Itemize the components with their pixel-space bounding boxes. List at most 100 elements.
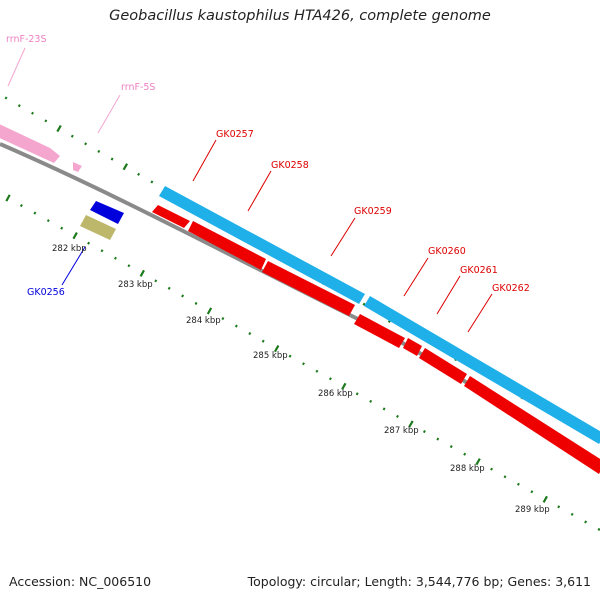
major-tick [206, 307, 213, 315]
cds-gk0260-feature [354, 314, 405, 348]
minor-tick [84, 142, 88, 146]
minor-tick [557, 505, 561, 509]
khaki-feature [80, 215, 116, 240]
rrna-5s-leader [97, 94, 121, 134]
minor-tick [234, 324, 238, 328]
minor-tick [70, 134, 74, 138]
gk0257-leader [192, 139, 217, 182]
minor-tick [288, 354, 292, 358]
minor-tick [97, 149, 101, 153]
tick-label-282: 282 kbp [52, 244, 87, 254]
minor-tick [31, 111, 34, 115]
map-title: Geobacillus kaustophilus HTA426, complet… [109, 8, 491, 24]
minor-tick [584, 520, 588, 524]
major-tick [139, 269, 145, 277]
minor-tick [46, 219, 50, 223]
minor-tick [315, 369, 319, 373]
rrna-5s-label: rrnF-5S [121, 82, 155, 93]
cds-gk0260-gk0262-feature [364, 296, 600, 444]
minor-tick [17, 104, 21, 108]
gene-gk0256-feature [90, 201, 124, 224]
minor-tick [110, 157, 114, 161]
minor-tick [362, 302, 366, 306]
minor-tick [503, 475, 507, 479]
gk0261-label: GK0261 [460, 265, 498, 276]
minor-tick [194, 301, 198, 305]
cds-gk0262a-feature [419, 348, 467, 384]
minor-tick [137, 172, 141, 176]
genome-summary-text: Topology: circular; Length: 3,544,776 bp… [247, 574, 591, 589]
minor-tick [328, 377, 332, 381]
major-tick [56, 124, 62, 133]
minor-tick [221, 317, 225, 321]
major-tick [542, 495, 548, 503]
minor-tick [114, 256, 117, 260]
minor-tick [302, 362, 305, 366]
genome-backbone-line [0, 142, 600, 472]
major-tick [5, 194, 11, 202]
cds-gk0257-gk0259-feature [159, 186, 365, 304]
major-tick [72, 232, 78, 240]
minor-tick [248, 332, 252, 336]
minor-tick [422, 430, 426, 434]
major-tick [341, 382, 347, 390]
minor-tick [44, 119, 48, 123]
tick-label-283: 283 kbp [118, 280, 153, 290]
major-tick [408, 420, 414, 428]
major-tick [122, 163, 129, 171]
minor-tick [87, 241, 91, 245]
minor-tick [154, 279, 158, 283]
gk0260-label: GK0260 [428, 246, 466, 257]
major-tick [273, 345, 280, 353]
minor-tick [570, 512, 574, 516]
gk0259-leader [330, 217, 356, 257]
minor-tick [382, 407, 386, 411]
tick-label-288: 288 kbp [450, 464, 485, 474]
minor-tick [261, 339, 265, 343]
minor-tick [127, 264, 131, 268]
gk0259-label: GK0259 [354, 206, 392, 217]
minor-tick [449, 445, 453, 449]
tick-label-285: 285 kbp [253, 351, 288, 361]
major-tick [475, 458, 481, 466]
cds-gk0262b-feature [464, 376, 600, 474]
rrna-23s-label: rrnF-23S [6, 34, 47, 45]
gk0258-label: GK0258 [271, 160, 309, 171]
minor-tick [150, 180, 154, 184]
gk0261-leader [436, 275, 461, 315]
minor-tick [167, 286, 171, 290]
tick-label-286: 286 kbp [318, 389, 353, 399]
minor-tick [516, 482, 520, 486]
minor-tick [369, 399, 373, 403]
gk0262-label: GK0262 [492, 283, 530, 294]
minor-tick [181, 294, 185, 298]
cds-gk0261-feature [403, 338, 422, 356]
minor-tick [436, 437, 440, 441]
rrna-23s-leader [7, 47, 26, 87]
tick-label-284: 284 kbp [186, 316, 221, 326]
cds-gk0257-feature [152, 205, 190, 228]
gk0257-label: GK0257 [216, 129, 254, 140]
minor-tick [396, 414, 399, 418]
rrna-23s-feature [0, 124, 60, 163]
tick-label-289: 289 kbp [515, 505, 550, 515]
minor-tick [463, 452, 467, 456]
gk0258-leader [247, 170, 272, 212]
minor-tick [19, 204, 23, 208]
minor-tick [597, 527, 600, 531]
inner-tick-track [5, 194, 600, 531]
gk0260-leader [403, 257, 429, 297]
rrna-5s-feature [73, 162, 82, 172]
cds-gk0259-feature [262, 261, 355, 316]
minor-tick [60, 226, 64, 230]
minor-tick [355, 392, 359, 396]
gk0256-label: GK0256 [27, 287, 65, 298]
gk0262-leader [467, 293, 493, 333]
minor-tick [490, 467, 493, 471]
accession-text: Accession: NC_006510 [9, 574, 152, 589]
minor-tick [33, 211, 37, 215]
cds-gk0258-feature [188, 221, 266, 270]
gk0256-leader [61, 246, 86, 286]
tick-label-287: 287 kbp [384, 426, 419, 436]
